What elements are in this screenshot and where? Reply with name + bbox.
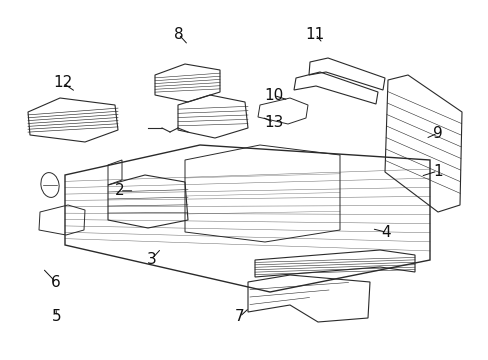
Text: 12: 12 <box>53 75 72 90</box>
Text: 5: 5 <box>51 309 61 324</box>
Text: 4: 4 <box>381 225 390 240</box>
Text: 1: 1 <box>432 163 442 179</box>
Text: 9: 9 <box>432 126 442 141</box>
Text: 3: 3 <box>146 252 156 267</box>
Text: 11: 11 <box>305 27 325 42</box>
Text: 8: 8 <box>173 27 183 42</box>
Text: 7: 7 <box>234 309 244 324</box>
Text: 13: 13 <box>264 115 283 130</box>
Text: 10: 10 <box>264 88 283 103</box>
Text: 6: 6 <box>51 275 61 290</box>
Text: 2: 2 <box>115 183 124 198</box>
